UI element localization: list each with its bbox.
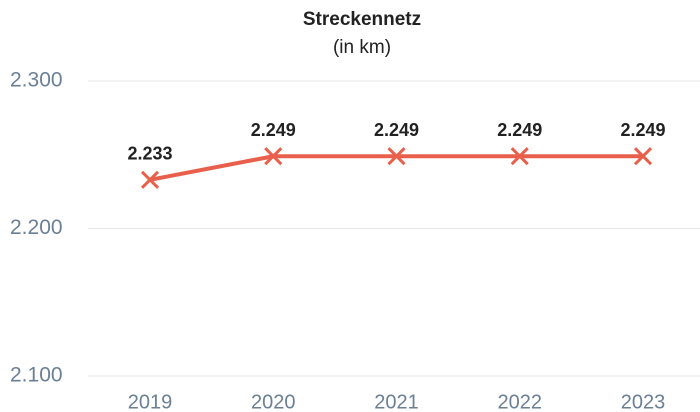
data-label: 2.249	[251, 120, 296, 140]
point-marker	[140, 170, 160, 189]
point-marker	[633, 147, 653, 166]
y-tick-label: 2.100	[10, 364, 63, 387]
data-label: 2.233	[127, 144, 172, 164]
chart-subtitle: (in km)	[333, 37, 391, 58]
chart-title: Streckennetz	[303, 9, 421, 30]
y-tick-label: 2.300	[10, 69, 63, 92]
x-tick-label: 2021	[374, 391, 419, 412]
point-marker	[264, 147, 283, 166]
data-label: 2.249	[497, 120, 542, 140]
x-tick-label: 2023	[621, 391, 666, 412]
data-label: 2.249	[620, 120, 665, 140]
x-tick-label: 2020	[251, 391, 296, 412]
x-tick-label: 2019	[128, 391, 173, 412]
x-tick-label: 2022	[498, 391, 543, 412]
data-label: 2.249	[374, 120, 419, 140]
y-tick-label: 2.200	[10, 216, 63, 239]
point-marker	[387, 147, 406, 166]
point-marker	[510, 147, 529, 166]
line	[149, 154, 643, 182]
